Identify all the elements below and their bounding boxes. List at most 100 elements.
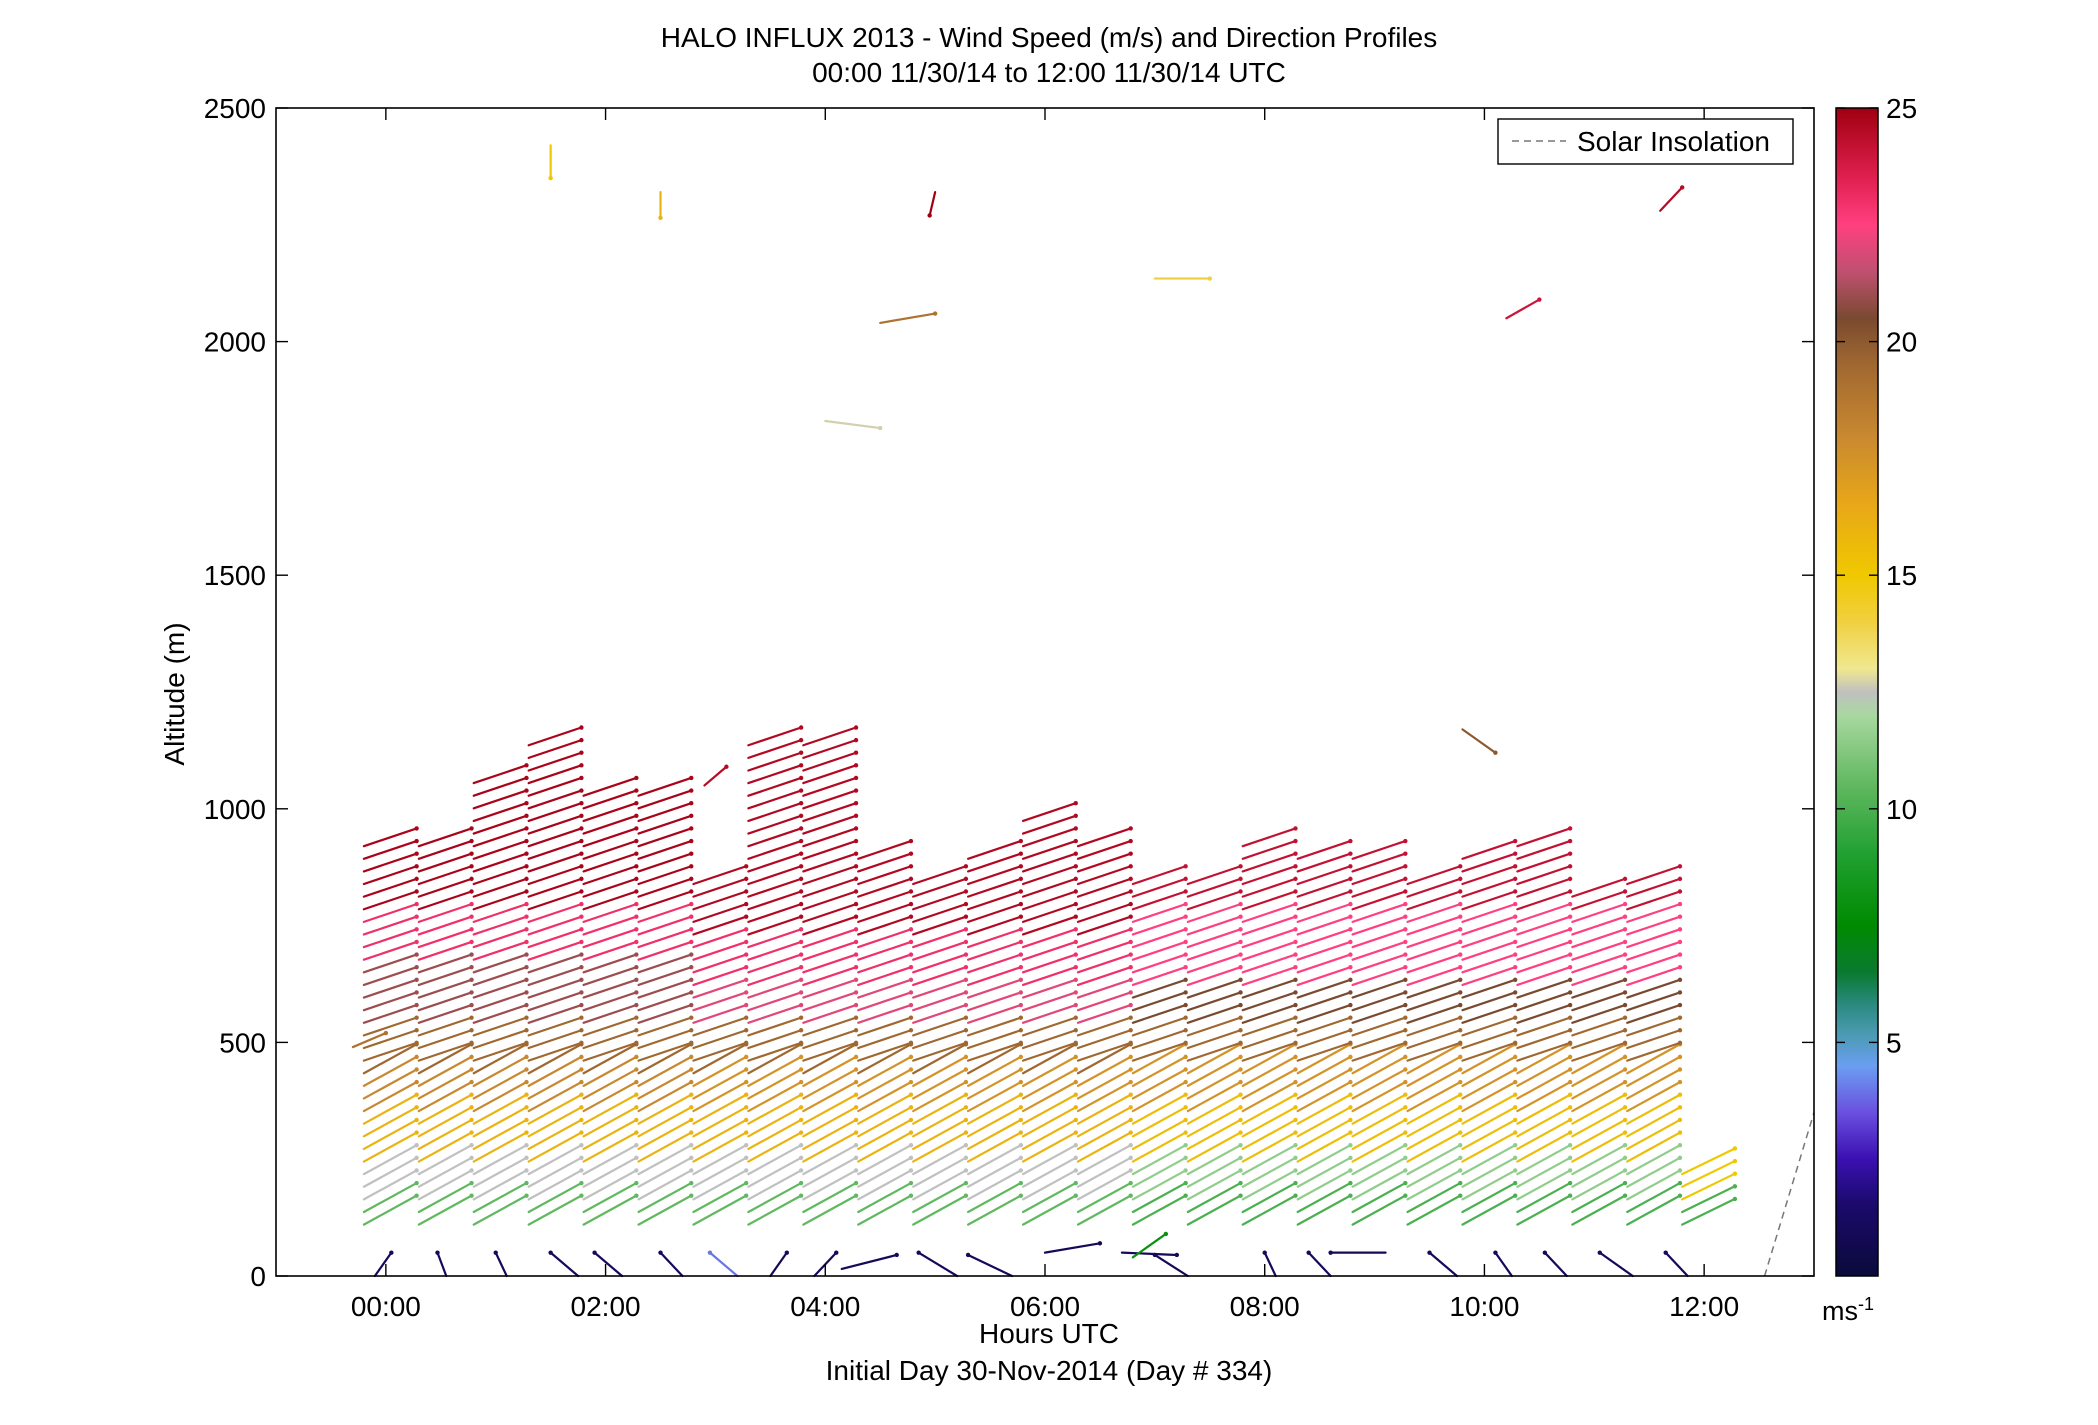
wind-vector [1516, 1029, 1572, 1050]
wind-vector-head [1348, 914, 1353, 919]
wind-vector-head [579, 927, 584, 932]
wind-vector-head [1512, 1092, 1518, 1097]
wind-vector-isolated-head [658, 215, 663, 220]
wind-vector-head [634, 864, 639, 869]
wind-vector [1516, 1156, 1572, 1188]
wind-vector [1351, 1144, 1407, 1176]
wind-vector [966, 1181, 1022, 1214]
wind-vector-head [1018, 1142, 1024, 1148]
wind-vector [912, 978, 968, 999]
wind-vector-head [414, 1067, 419, 1072]
wind-vector [362, 1081, 418, 1113]
wind-vector-head [1293, 914, 1298, 919]
wind-vector-head [798, 1142, 804, 1148]
wind-vector [637, 1118, 693, 1151]
wind-vector [1186, 1106, 1242, 1138]
wind-vector-head [1403, 977, 1408, 982]
wind-vector [1076, 1003, 1132, 1024]
wind-vector-head [1073, 876, 1078, 882]
wind-vector [1461, 890, 1517, 911]
wind-vector-head [524, 1180, 529, 1186]
wind-vector-head [689, 838, 694, 844]
wind-vector [582, 903, 638, 923]
wind-vector [1296, 890, 1352, 911]
wind-vector [582, 928, 638, 949]
wind-vector [362, 865, 418, 886]
y-tick-label: 2500 [204, 93, 266, 124]
wind-vector-head [1567, 1180, 1573, 1186]
wind-vector [1186, 978, 1242, 999]
wind-vector [747, 827, 803, 848]
wind-vector-head [1348, 1002, 1353, 1008]
wind-vector [582, 814, 638, 835]
wind-vector-head [524, 1079, 529, 1085]
wind-vector [1296, 915, 1352, 936]
wind-vector-head [798, 1079, 804, 1085]
wind-vector [527, 1043, 583, 1075]
wind-vector [747, 1118, 803, 1151]
wind-vector [857, 928, 913, 949]
wind-vector-head [524, 864, 529, 869]
wind-vector [747, 877, 803, 898]
wind-vector-head [1512, 838, 1518, 844]
wind-vector-head [689, 1117, 694, 1123]
colorbar-unit-label: ms-1 [1822, 1294, 1875, 1326]
wind-vector [472, 852, 528, 873]
x-tick-label: 04:00 [790, 1291, 860, 1322]
wind-vector [1131, 1131, 1187, 1163]
wind-vector-head [579, 864, 584, 869]
wind-vector [362, 928, 418, 949]
wind-vector-head [1677, 876, 1683, 882]
wind-vector-head [1293, 1117, 1298, 1123]
wind-vector-head [1348, 952, 1353, 957]
wind-vector [1516, 940, 1572, 961]
wind-vector [1241, 1029, 1297, 1050]
wind-vector-head [579, 939, 584, 945]
wind-vector [582, 1043, 638, 1075]
wind-vector-head [853, 826, 859, 831]
wind-vector-head [579, 990, 584, 995]
wind-vector [747, 1131, 803, 1163]
wind-vector-head [524, 1028, 529, 1033]
wind-vector-isolated-head [383, 1030, 389, 1036]
wind-vector [1516, 1093, 1572, 1125]
wind-vector-head [963, 1193, 969, 1198]
wind-vector [582, 940, 638, 961]
wind-vector-head [1018, 1067, 1024, 1072]
wind-vector [1461, 839, 1517, 860]
wind-vector [1406, 1003, 1462, 1024]
wind-vector-head [1512, 1054, 1518, 1060]
wind-vector [692, 940, 748, 961]
wind-vector [966, 1156, 1022, 1188]
wind-vector-head [1512, 1193, 1518, 1198]
wind-vector-head [1183, 964, 1188, 970]
wind-vector [692, 1043, 748, 1075]
wind-vector [582, 1156, 638, 1188]
wind-vector-head [1622, 889, 1628, 894]
wind-vector-head [414, 901, 419, 907]
wind-vector-head [1183, 1028, 1188, 1033]
wind-vector-head [1293, 1130, 1298, 1135]
wind-vector [802, 726, 858, 747]
wind-vector [1076, 1081, 1132, 1113]
wind-vector [802, 991, 858, 1012]
wind-vector-head [1238, 1168, 1243, 1173]
wind-vector [1186, 1156, 1242, 1188]
wind-vector-head [524, 813, 529, 819]
wind-vector-surface [1120, 1251, 1178, 1257]
wind-vector [1186, 928, 1242, 949]
wind-vector [472, 814, 528, 835]
wind-vector-head [1512, 1040, 1518, 1046]
wind-vector [1406, 1118, 1462, 1151]
wind-vector-head [1403, 838, 1408, 844]
wind-vector-head [689, 964, 694, 970]
wind-vector-head [1512, 1180, 1518, 1186]
wind-vector-head [853, 1180, 859, 1186]
wind-vector-head [963, 1130, 969, 1135]
wind-vector [582, 1131, 638, 1163]
wind-vector [857, 865, 913, 886]
wind-vector [747, 1156, 803, 1188]
wind-vector [582, 789, 638, 810]
wind-vector-head [1073, 1130, 1078, 1135]
wind-vector-head [1622, 1130, 1628, 1135]
